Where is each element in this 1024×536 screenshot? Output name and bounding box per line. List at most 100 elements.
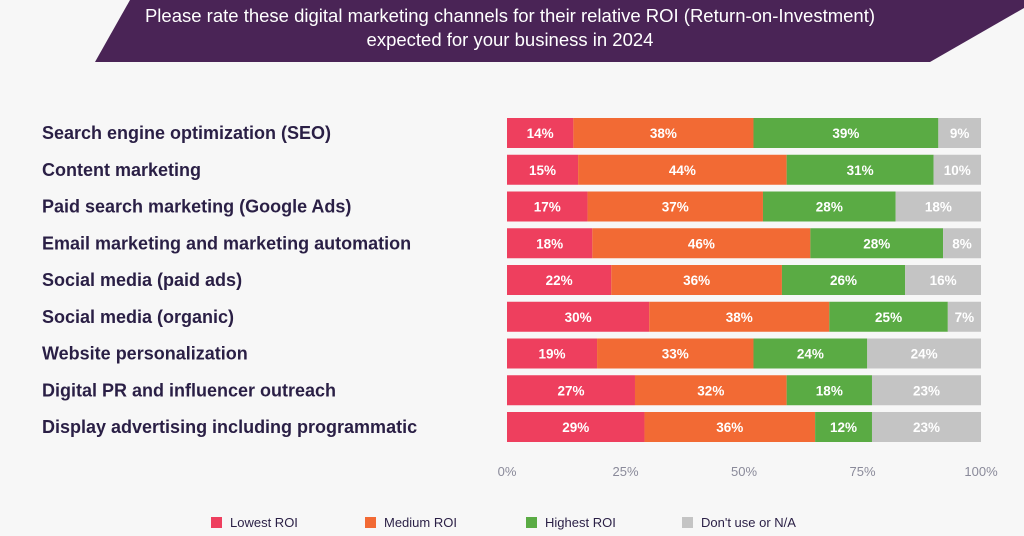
data-label: 18%	[925, 200, 952, 215]
legend-swatch	[365, 517, 376, 528]
data-label: 30%	[565, 310, 592, 325]
data-label: 33%	[662, 347, 689, 362]
data-label: 16%	[930, 273, 957, 288]
data-label: 12%	[830, 420, 857, 435]
category-label: Social media (organic)	[42, 307, 234, 327]
bar-segment	[507, 375, 635, 406]
category-label: Email marketing and marketing automation	[42, 233, 411, 253]
bar-segment	[611, 265, 782, 295]
bar-row: Website personalization 19% 33% 24% 24%	[42, 338, 981, 369]
bar-segment	[507, 228, 593, 259]
bar-segment	[815, 412, 872, 442]
legend: Lowest ROI Medium ROI Highest ROI Don't use…	[211, 515, 796, 530]
legend-label: Medium ROI	[384, 515, 457, 530]
x-tick-label: 75%	[849, 464, 875, 479]
legend-label: Lowest ROI	[230, 515, 298, 530]
data-label: 25%	[875, 310, 902, 325]
data-label: 36%	[683, 273, 710, 288]
data-label: 38%	[650, 126, 677, 141]
bar-segment	[507, 154, 579, 185]
data-label: 10%	[944, 163, 971, 178]
bar-segment	[507, 191, 588, 222]
chart-title: Please rate these digital marketing chan…	[144, 5, 876, 50]
bar-segment	[753, 338, 868, 369]
x-tick-label: 100%	[964, 464, 998, 479]
data-label: 38%	[726, 310, 753, 325]
data-label: 27%	[557, 383, 584, 398]
legend-swatch	[526, 517, 537, 528]
bar-row: Display advertising including programmat…	[42, 412, 981, 442]
bar-row: Digital PR and influencer outreach 27% 32%…	[42, 375, 981, 406]
data-label: 36%	[716, 420, 743, 435]
bar-segment	[634, 375, 787, 406]
x-axis: 0% 25% 50% 75% 100%	[498, 464, 998, 479]
title-banner	[95, 0, 1024, 62]
bar-segment	[829, 301, 948, 332]
category-label: Display advertising including programmat…	[42, 417, 417, 437]
data-label: 23%	[913, 420, 940, 435]
category-label: Paid search marketing (Google Ads)	[42, 197, 351, 217]
data-label: 26%	[830, 273, 857, 288]
bar-segment	[786, 154, 934, 185]
bar-row: Paid search marketing (Google Ads) 17% 37%…	[42, 191, 981, 222]
data-label: 22%	[546, 273, 573, 288]
data-label: 29%	[562, 420, 589, 435]
bar-row: Social media (paid ads) 22% 36% 26% 16%	[42, 265, 981, 295]
category-label: Social media (paid ads)	[42, 270, 242, 290]
bar-row: Content marketing 15% 44% 31% 10%	[42, 154, 981, 185]
bar-segment	[507, 118, 574, 148]
data-label: 19%	[539, 347, 566, 362]
data-label: 18%	[536, 236, 563, 251]
bar-segment	[871, 412, 981, 442]
bar-segment	[507, 412, 645, 442]
data-label: 46%	[688, 236, 715, 251]
legend-label: Don't use or N/A	[701, 515, 796, 530]
bar-segment	[938, 118, 981, 148]
x-tick-label: 50%	[731, 464, 757, 479]
data-label: 39%	[832, 126, 859, 141]
bar-row: Email marketing and marketing automation…	[42, 228, 981, 259]
bar-segment	[507, 301, 650, 332]
data-label: 14%	[527, 126, 554, 141]
bar-segment	[871, 375, 981, 406]
bar-segment	[905, 265, 981, 295]
category-label: Content marketing	[42, 160, 201, 180]
bar-segment	[895, 191, 981, 222]
legend-swatch	[682, 517, 693, 528]
bar-segment	[507, 338, 598, 369]
data-label: 32%	[697, 383, 724, 398]
bar-segment	[810, 228, 944, 259]
bar-segment	[753, 118, 939, 148]
data-label: 9%	[950, 126, 970, 141]
legend-label: Highest ROI	[545, 515, 616, 530]
bar-segment	[786, 375, 872, 406]
data-label: 24%	[797, 347, 824, 362]
data-label: 7%	[955, 310, 975, 325]
bar-segment	[592, 228, 811, 259]
bar-segment	[644, 412, 816, 442]
data-label: 15%	[529, 163, 556, 178]
bar-row: Social media (organic) 30% 38% 25% 7%	[42, 301, 981, 332]
data-label: 8%	[952, 236, 972, 251]
data-label: 37%	[662, 200, 689, 215]
bar-segment	[507, 265, 612, 295]
bar-segment	[947, 301, 981, 332]
bar-segment	[649, 301, 830, 332]
bar-segment	[933, 154, 981, 185]
category-label: Digital PR and influencer outreach	[42, 380, 336, 400]
category-label: Search engine optimization (SEO)	[42, 123, 331, 143]
data-label: 31%	[847, 163, 874, 178]
data-label: 23%	[913, 383, 940, 398]
data-label: 28%	[816, 200, 843, 215]
category-label: Website personalization	[42, 344, 248, 364]
bar-segment	[781, 265, 906, 295]
data-label: 17%	[534, 200, 561, 215]
bar-segment	[587, 191, 763, 222]
bar-segment	[578, 154, 787, 185]
bar-segment	[867, 338, 981, 369]
bar-row: Search engine optimization (SEO) 14% 38% 39…	[42, 118, 981, 148]
bar-segment	[943, 228, 981, 259]
data-label: 24%	[911, 347, 938, 362]
data-label: 18%	[816, 383, 843, 398]
